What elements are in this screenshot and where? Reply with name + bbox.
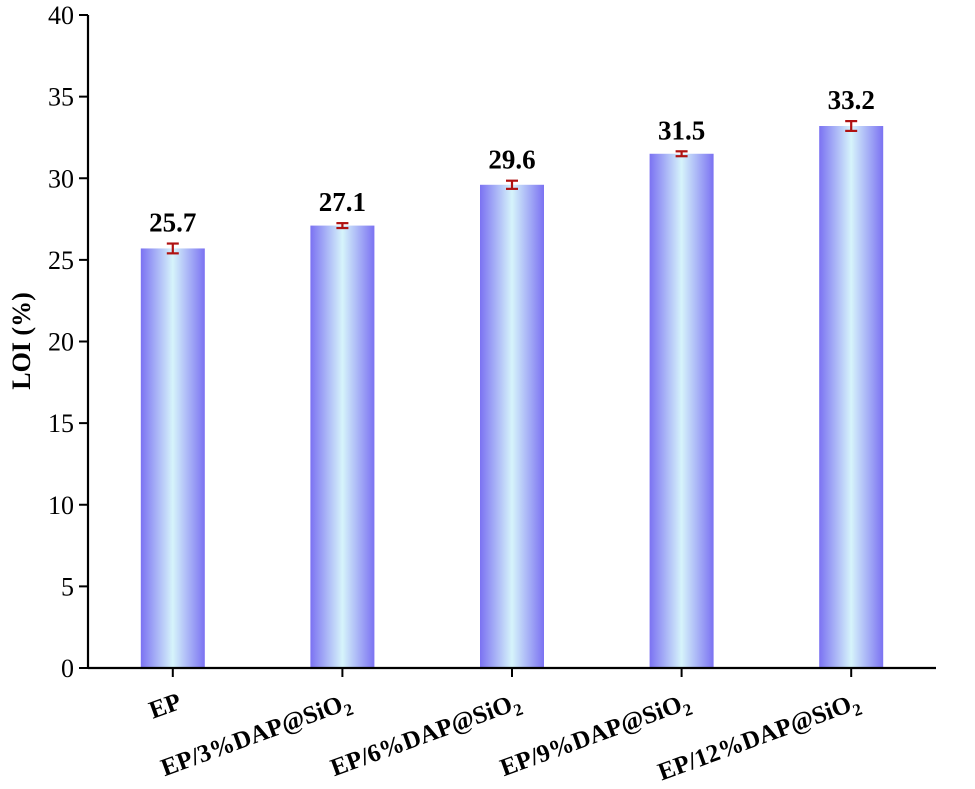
value-label-2: 29.6	[488, 145, 535, 175]
bar-1	[310, 225, 375, 668]
y-tick-label-7: 35	[48, 83, 74, 112]
y-tick-label-5: 25	[48, 246, 74, 275]
category-label-2: EP/6%DAP@SiO2	[327, 688, 525, 785]
category-label-0: EP	[146, 688, 185, 724]
value-label-0: 25.7	[149, 208, 196, 238]
value-label-4: 33.2	[828, 85, 875, 115]
bar-2	[480, 184, 544, 668]
value-label-3: 31.5	[658, 115, 705, 145]
y-tick-label-6: 30	[48, 164, 74, 193]
y-tick-label-3: 15	[48, 409, 74, 438]
value-label-1: 27.1	[319, 187, 366, 217]
category-label-1: EP/3%DAP@SiO2	[157, 688, 355, 785]
y-tick-label-2: 10	[48, 491, 74, 520]
y-tick-label-1: 5	[61, 572, 74, 601]
plot-area: 0 5 10 15 20 25 30 35 40 25.7 EP 27.1 EP/3%DAP@SiO2 2…	[48, 1, 936, 786]
y-tick-label-8: 40	[48, 1, 74, 30]
y-tick-label-4: 20	[48, 328, 74, 357]
bar-4	[819, 126, 884, 668]
bar-0	[140, 248, 205, 668]
y-tick-label-0: 0	[61, 654, 74, 683]
bar-3	[649, 153, 714, 668]
y-axis-title: LOI (%)	[7, 292, 36, 390]
